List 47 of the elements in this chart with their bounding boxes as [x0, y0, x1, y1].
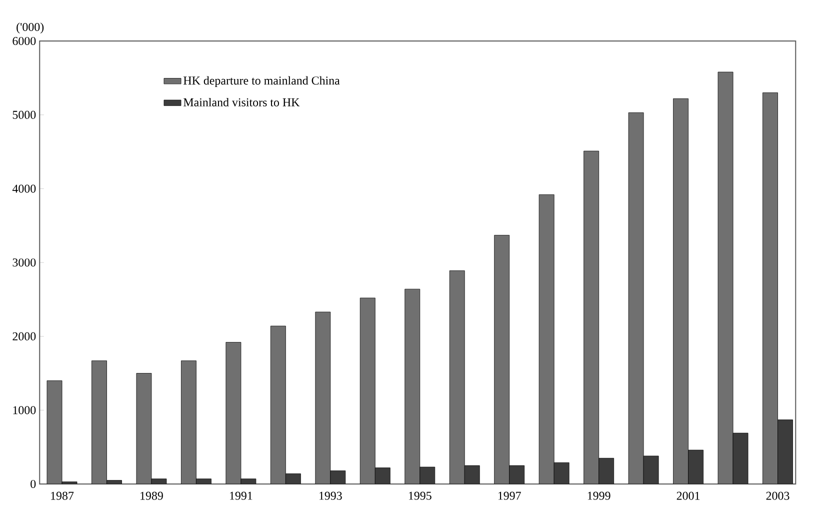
bar — [584, 150, 600, 484]
bar — [374, 468, 390, 484]
bar — [464, 465, 480, 484]
bar — [778, 420, 793, 484]
bar — [47, 380, 62, 484]
x-tick-label: 1997 — [498, 492, 521, 500]
x-tick-label: 1995 — [408, 492, 432, 500]
y-tick-label: 3000 — [12, 258, 36, 267]
bar — [404, 288, 420, 484]
bar — [643, 456, 659, 484]
bar — [598, 458, 614, 484]
legend-label: Mainland visitors to HK — [184, 98, 300, 106]
y-tick-label: 1000 — [13, 406, 36, 414]
bar — [732, 432, 748, 484]
bar — [420, 466, 436, 484]
y-tick-label: 2000 — [12, 332, 36, 340]
bar — [494, 234, 510, 484]
bar — [270, 326, 286, 484]
bar — [628, 112, 644, 484]
bar — [673, 98, 688, 484]
x-tick-label: 1991 — [230, 492, 252, 500]
bar — [226, 342, 242, 484]
y-axis-title: ('000) — [16, 22, 44, 34]
bar — [688, 450, 704, 484]
y-tick-label: 6000 — [12, 36, 36, 46]
legend-label: HK departure to mainland China — [184, 76, 340, 88]
bar — [718, 72, 734, 484]
bar — [92, 360, 107, 484]
bar — [449, 270, 465, 484]
bar — [315, 312, 331, 484]
bar — [509, 465, 525, 484]
x-tick-label: 1999 — [588, 492, 610, 500]
x-tick-label: 1989 — [140, 492, 163, 500]
y-tick-label: 4000 — [12, 184, 36, 193]
bar — [762, 92, 778, 484]
bar — [554, 462, 570, 484]
bar — [360, 298, 376, 484]
x-tick-label: 1993 — [320, 492, 342, 500]
bar — [136, 373, 152, 484]
x-tick-label: 1987 — [51, 492, 74, 500]
y-tick-label: 5000 — [12, 110, 36, 119]
bar — [330, 470, 346, 484]
x-tick-label: 2003 — [766, 492, 790, 500]
x-tick-label: 2001 — [676, 492, 700, 500]
bar — [181, 360, 196, 484]
bar — [538, 194, 554, 484]
y-tick-label: 0 — [30, 480, 36, 488]
